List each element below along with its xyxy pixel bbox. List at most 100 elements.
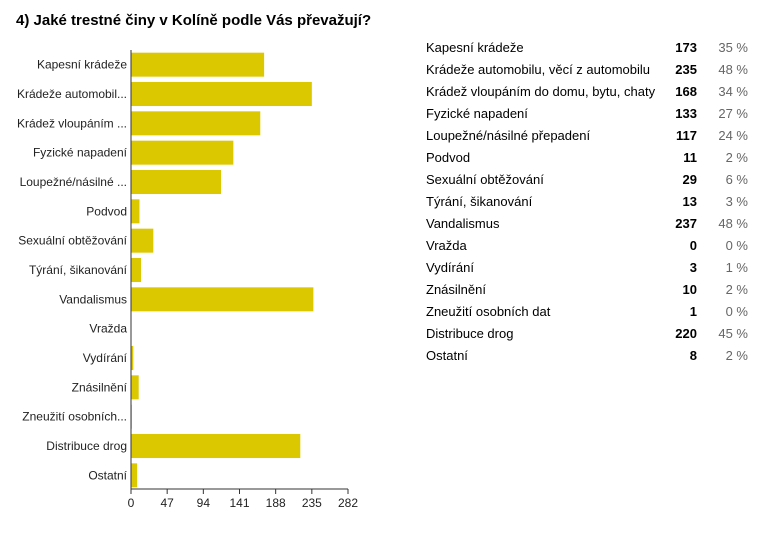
- summary-label: Vydírání: [426, 259, 474, 275]
- summary-row: Vydírání 3 1 %: [421, 256, 748, 278]
- category-label: Loupežné/násilné ...: [20, 175, 127, 189]
- summary-row: Kapesní krádeže 173 35 %: [421, 36, 748, 58]
- category-label: Vandalismus: [59, 292, 127, 306]
- summary-row: Zneužití osobních dat 1 0 %: [421, 300, 748, 322]
- summary-label: Ostatní: [426, 347, 468, 363]
- summary-percent: 2 %: [725, 347, 748, 363]
- summary-count: 133: [675, 105, 697, 121]
- category-label: Vydírání: [83, 351, 128, 365]
- summary-row: Krádeže automobilu, věcí z automobilu 235…: [421, 58, 748, 80]
- summary-row: Distribuce drog 220 45 %: [421, 322, 748, 344]
- summary-count: 29: [682, 171, 697, 187]
- summary-percent: 6 %: [725, 171, 748, 187]
- summary-label: Loupežné/násilné přepadení: [426, 127, 591, 143]
- summary-percent: 34 %: [718, 83, 748, 99]
- summary-label: Kapesní krádeže: [426, 39, 524, 55]
- summary-row: Podvod 11 2 %: [421, 146, 748, 168]
- summary-count: 8: [689, 347, 697, 363]
- summary-count: 117: [676, 127, 697, 143]
- summary-label: Zneužití osobních dat: [426, 303, 551, 319]
- summary-count: 11: [683, 149, 697, 165]
- summary-count: 235: [675, 61, 697, 77]
- summary-percent: 3 %: [725, 193, 748, 209]
- summary-percent: 48 %: [718, 215, 748, 231]
- summary-label: Vražda: [426, 237, 467, 253]
- category-label: Vražda: [89, 322, 127, 336]
- summary-count: 0: [689, 237, 697, 253]
- summary-percent: 48 %: [718, 61, 748, 77]
- summary-label: Sexuální obtěžování: [426, 171, 544, 187]
- summary-row: Sexuální obtěžování 29 6 %: [421, 168, 748, 190]
- summary-percent: 0 %: [725, 303, 748, 319]
- bar: [131, 345, 134, 370]
- x-tick-label: 188: [266, 496, 286, 510]
- summary-row: Vražda 0 0 %: [421, 234, 748, 256]
- summary-label: Distribuce drog: [426, 325, 514, 341]
- summary-count: 168: [675, 83, 697, 99]
- bars: [131, 52, 314, 488]
- bar: [131, 111, 261, 136]
- summary-percent: 1 %: [725, 259, 748, 275]
- summary-percent: 2 %: [725, 281, 748, 297]
- bar: [131, 140, 234, 165]
- bar: [131, 463, 138, 488]
- summary-label: Znásilnění: [426, 281, 486, 297]
- x-tick-label: 47: [160, 496, 174, 510]
- x-tick-label: 94: [197, 496, 211, 510]
- bar: [131, 52, 265, 77]
- summary-label: Týrání, šikanování: [426, 193, 533, 209]
- summary-row: Ostatní 8 2 %: [421, 344, 748, 366]
- bar: [131, 169, 222, 194]
- category-label: Distribuce drog: [46, 439, 127, 453]
- category-label: Ostatní: [88, 468, 127, 482]
- x-tick-label: 141: [229, 496, 249, 510]
- category-label: Týrání, šikanování: [29, 263, 128, 277]
- summary-row: Krádež vloupáním do domu, bytu, chaty 168…: [421, 80, 748, 102]
- bar: [131, 375, 139, 400]
- summary-percent: 24 %: [718, 127, 748, 143]
- summary-count: 10: [682, 281, 697, 297]
- summary-count: 237: [675, 215, 697, 231]
- question-title: 4) Jaké trestné činy v Kolíně podle Vás …: [16, 12, 372, 29]
- x-tick-label: 235: [302, 496, 322, 510]
- bar: [131, 228, 154, 253]
- summary-label: Vandalismus: [426, 215, 500, 231]
- category-label: Kapesní krádeže: [37, 58, 127, 72]
- summary-count: 1: [689, 303, 697, 319]
- bar: [131, 287, 314, 312]
- summary-count: 13: [682, 193, 697, 209]
- summary-row: Fyzické napadení 133 27 %: [421, 102, 748, 124]
- summary-row: Vandalismus 237 48 %: [421, 212, 748, 234]
- category-label: Zneužití osobních...: [22, 410, 127, 424]
- summary-percent: 0 %: [725, 237, 748, 253]
- summary-percent: 45 %: [718, 325, 748, 341]
- summary-row: Týrání, šikanování 13 3 %: [421, 190, 748, 212]
- category-label: Znásilnění: [72, 380, 128, 394]
- summary-percent: 35 %: [718, 39, 748, 55]
- summary-label: Fyzické napadení: [426, 105, 528, 121]
- x-tick-label: 0: [128, 496, 135, 510]
- category-label: Fyzické napadení: [33, 146, 128, 160]
- category-label: Sexuální obtěžování: [18, 234, 127, 248]
- summary-count: 220: [675, 325, 697, 341]
- summary-count: 173: [675, 39, 697, 55]
- category-label: Podvod: [86, 204, 127, 218]
- summary-label: Krádež vloupáním do domu, bytu, chaty: [426, 83, 656, 99]
- summary-row: Znásilnění 10 2 %: [421, 278, 748, 300]
- x-axis: 0 47 94 141 188 235 282: [128, 50, 358, 510]
- category-label: Krádež vloupáním ...: [17, 116, 127, 130]
- summary-percent: 2 %: [725, 149, 748, 165]
- category-label: Krádeže automobil...: [17, 87, 127, 101]
- summary-table: Kapesní krádeže 173 35 % Krádeže automobilu…: [421, 36, 748, 366]
- category-labels: Kapesní krádeže Krádeže automobil... Kráde…: [17, 58, 128, 483]
- bar: [131, 81, 312, 106]
- summary-label: Podvod: [426, 149, 471, 165]
- bar: [131, 257, 142, 282]
- x-tick-label: 282: [338, 496, 358, 510]
- summary-percent: 27 %: [718, 105, 748, 121]
- summary-label: Krádeže automobilu, věcí z automobilu: [426, 61, 651, 77]
- summary-row: Loupežné/násilné přepadení 117 24 %: [421, 124, 748, 146]
- summary-count: 3: [689, 259, 697, 275]
- bar-chart: Kapesní krádeže Krádeže automobil... Kráde…: [17, 50, 358, 510]
- bar: [131, 199, 140, 224]
